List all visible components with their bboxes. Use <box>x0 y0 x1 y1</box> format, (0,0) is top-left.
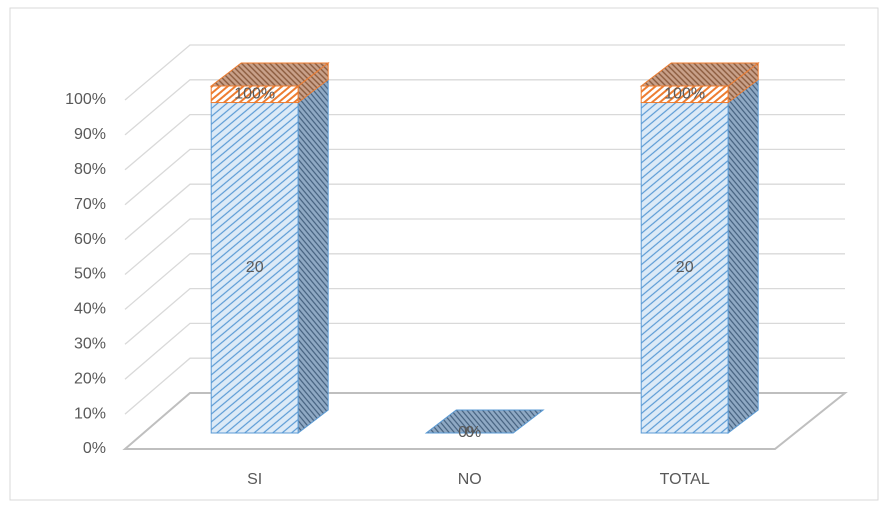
y-tick-label: 50% <box>74 266 106 283</box>
grid-line <box>124 287 845 345</box>
grid-line <box>124 113 845 171</box>
x-tick-label: NO <box>458 471 482 488</box>
bar-side <box>727 78 759 435</box>
y-tick-label: 10% <box>74 405 106 422</box>
bar-side <box>297 78 329 435</box>
x-tick-label: SI <box>247 471 262 488</box>
data-label: 0 <box>465 424 474 441</box>
data-label: 100% <box>234 85 275 102</box>
y-tick-label: 40% <box>74 301 106 318</box>
y-tick-label: 30% <box>74 336 106 353</box>
y-tick-label: 20% <box>74 370 106 387</box>
grid-line <box>124 357 845 415</box>
grid-line <box>124 79 845 136</box>
grid-line <box>124 322 845 380</box>
bar <box>210 102 299 434</box>
bar-top <box>639 62 760 87</box>
grid-line <box>124 44 845 101</box>
x-tick-label: TOTAL <box>660 471 710 488</box>
y-tick-label: 70% <box>74 196 106 213</box>
grid-line <box>124 183 845 241</box>
data-label: 0% <box>458 424 481 441</box>
y-tick-label: 60% <box>74 231 106 248</box>
bar-top <box>209 62 330 87</box>
data-label: 20 <box>676 259 694 276</box>
y-tick-label: 90% <box>74 126 106 143</box>
y-tick-label: 100% <box>65 91 106 108</box>
bar <box>640 102 729 434</box>
grid-line <box>124 218 845 275</box>
data-label: 20 <box>246 259 264 276</box>
bar-top <box>424 409 545 434</box>
y-tick-label: 80% <box>74 161 106 178</box>
grid-line <box>124 148 845 206</box>
data-label: 100% <box>664 85 705 102</box>
y-tick-label: 0% <box>83 440 106 457</box>
floor <box>122 392 848 450</box>
grid-line <box>124 253 845 310</box>
